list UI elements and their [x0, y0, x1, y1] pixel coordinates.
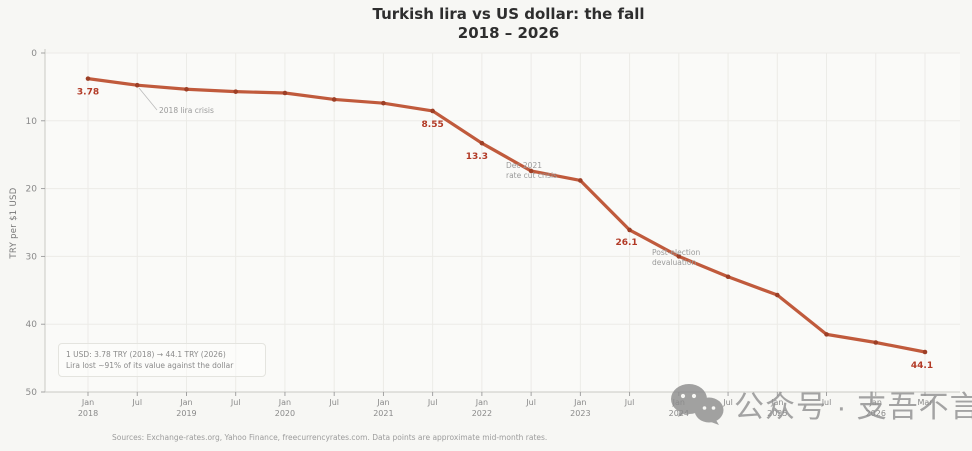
svg-text:Jul: Jul	[427, 398, 438, 407]
svg-text:2022: 2022	[472, 409, 492, 418]
y-axis-label: TRY per $1 USD	[9, 187, 19, 259]
page-subtitle: 2018 – 2026	[457, 24, 560, 42]
svg-text:Jan: Jan	[376, 398, 389, 407]
svg-text:2024: 2024	[669, 409, 689, 418]
summary-line-1: 1 USD: 3.78 TRY (2018) → 44.1 TRY (2026)	[66, 350, 226, 359]
svg-text:Jan: Jan	[475, 398, 488, 407]
svg-text:Jul: Jul	[131, 398, 142, 407]
svg-text:2021: 2021	[373, 409, 393, 418]
svg-text:Jul: Jul	[328, 398, 339, 407]
svg-text:8.55: 8.55	[422, 120, 444, 130]
watermark-text: 公众号 · 支吾不言	[734, 391, 972, 424]
svg-text:Jan: Jan	[81, 398, 94, 407]
watermark: 公众号 · 支吾不言	[668, 382, 972, 426]
svg-text:26.1: 26.1	[615, 238, 637, 248]
svg-text:40: 40	[26, 320, 38, 330]
svg-text:Dec 2021: Dec 2021	[506, 161, 542, 170]
svg-text:rate cut crisis: rate cut crisis	[506, 171, 557, 180]
svg-text:50: 50	[26, 388, 38, 398]
source-note: Sources: Exchange-rates.org, Yahoo Finan…	[112, 433, 548, 442]
svg-text:13.3: 13.3	[466, 152, 488, 162]
svg-text:0: 0	[31, 49, 37, 59]
svg-text:Jan: Jan	[179, 398, 192, 407]
svg-text:3.78: 3.78	[77, 88, 99, 98]
svg-text:Jul: Jul	[525, 398, 536, 407]
svg-text:20: 20	[26, 185, 38, 195]
svg-text:Jan: Jan	[278, 398, 291, 407]
svg-text:Jan: Jan	[770, 398, 783, 407]
svg-text:Jul: Jul	[624, 398, 635, 407]
svg-text:Jan: Jan	[869, 398, 882, 407]
svg-text:Post-election: Post-election	[652, 248, 700, 257]
summary-box: 1 USD: 3.78 TRY (2018) → 44.1 TRY (2026)…	[58, 343, 266, 377]
svg-text:2020: 2020	[275, 409, 295, 418]
svg-text:2025: 2025	[767, 409, 787, 418]
svg-text:30: 30	[26, 252, 38, 262]
svg-text:2019: 2019	[176, 409, 196, 418]
svg-text:Jan: Jan	[573, 398, 586, 407]
svg-text:Jul: Jul	[821, 398, 832, 407]
svg-text:44.1: 44.1	[911, 361, 933, 371]
svg-text:2018: 2018	[78, 409, 98, 418]
svg-text:devaluation: devaluation	[652, 258, 696, 267]
wechat-icon	[671, 384, 724, 425]
svg-text:10: 10	[26, 117, 38, 127]
title-block: Turkish lira vs US dollar: the fall 2018…	[45, 5, 972, 43]
svg-text:2018 lira crisis: 2018 lira crisis	[159, 106, 214, 115]
svg-text:Jul: Jul	[230, 398, 241, 407]
summary-line-2: Lira lost ~91% of its value against the …	[66, 361, 234, 370]
svg-text:2026: 2026	[866, 409, 886, 418]
svg-text:Mar: Mar	[917, 398, 933, 407]
svg-text:2023: 2023	[570, 409, 590, 418]
page-title: Turkish lira vs US dollar: the fall	[372, 5, 645, 23]
svg-text:Jul: Jul	[722, 398, 733, 407]
